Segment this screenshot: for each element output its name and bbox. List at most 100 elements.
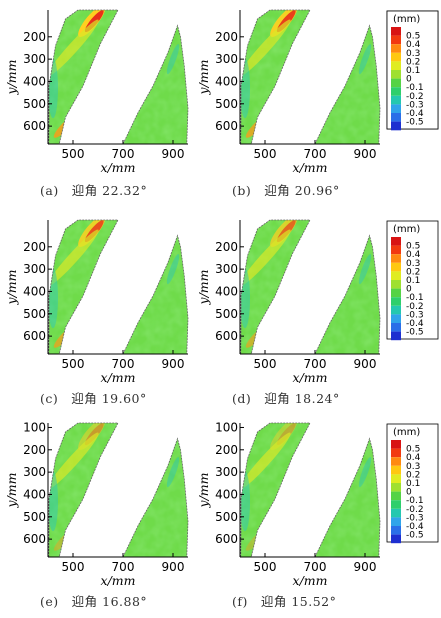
contour-features (48, 10, 188, 144)
y-tick-label: 400 (215, 487, 238, 501)
colorbar-swatch (391, 61, 401, 70)
x-axis-label: x/mm (101, 370, 136, 385)
colorbar-unit: (mm) (393, 427, 420, 438)
colorbar-swatch (391, 305, 401, 315)
colorbar-label: -0.2 (406, 92, 424, 102)
colorbar-label: -0.1 (406, 496, 424, 506)
colorbar-label: 0.4 (406, 40, 421, 50)
y-tick-label: 300 (23, 465, 46, 479)
chart-panel: 100 200 300 400 500 600 500 700 900 x/mm y/mm (e) 迎… (4, 420, 189, 609)
x-tick-label: 900 (162, 147, 185, 161)
y-tick-label: 300 (215, 52, 238, 66)
y-tick-label: 200 (215, 240, 238, 254)
contour-band (240, 432, 291, 490)
colorbar-label: -0.4 (406, 522, 424, 532)
wing-outline-left (48, 219, 119, 355)
y-tick-label: 100 (23, 420, 46, 434)
y-tick-label: 600 (23, 532, 46, 546)
colorbar-label: 0.3 (406, 49, 420, 59)
x-tick-label: 700 (112, 357, 135, 371)
y-axis-label: y/mm (196, 270, 211, 306)
colorbar-label: 0 (406, 285, 412, 295)
contour-low-right (358, 254, 372, 285)
wing-outline-right (314, 437, 381, 558)
y-tick-label: 400 (23, 487, 46, 501)
colorbar-swatch (391, 52, 401, 62)
contour-texture (48, 10, 188, 144)
x-tick-label: 700 (304, 147, 327, 161)
contour-band (48, 19, 99, 77)
contour-texture (48, 220, 188, 354)
x-tick-label: 500 (62, 147, 85, 161)
colorbar-label: -0.1 (406, 293, 424, 303)
colorbar-swatch (391, 465, 401, 475)
colorbar-swatch (391, 323, 401, 332)
colorbar-swatch (391, 491, 401, 501)
contour-low-left (240, 268, 250, 329)
colorbar-swatch (391, 271, 401, 280)
colorbar-label: 0.1 (406, 276, 420, 286)
y-axis-label: y/mm (4, 60, 19, 96)
wing-outline-right (122, 437, 189, 558)
colorbar-swatch (391, 254, 401, 263)
colorbar-swatch (391, 262, 401, 272)
colorbar-label: -0.5 (406, 531, 424, 541)
wing-outline-right (314, 24, 381, 145)
colorbar-swatch (391, 245, 401, 255)
contour-low-right (358, 44, 372, 75)
wing-outline-left (48, 422, 119, 558)
colorbar-label: -0.3 (406, 513, 424, 523)
x-tick-label: 700 (304, 357, 327, 371)
x-axis-label: x/mm (101, 573, 136, 588)
colorbar-label: -0.5 (406, 118, 424, 128)
colorbar-label: 0.4 (406, 250, 421, 260)
colorbar-swatch (391, 500, 401, 509)
colorbar-swatch (391, 87, 401, 96)
colorbar-swatch (391, 448, 401, 458)
contour-low-left (48, 471, 58, 532)
colorbar-swatch (391, 237, 401, 246)
contour-low-left (240, 58, 250, 119)
x-tick-label: 900 (354, 357, 377, 371)
contour-band (240, 19, 291, 77)
colorbar-label: 0.1 (406, 66, 420, 76)
y-tick-label: 300 (23, 262, 46, 276)
colorbar-label: 0.2 (406, 267, 420, 277)
contour-features (48, 423, 188, 557)
chart-panel: 200 300 400 500 600 500 700 900 x/mm y/mm (a) 迎角 2… (4, 9, 189, 198)
x-axis-label: x/mm (293, 573, 328, 588)
contour-features (48, 220, 188, 354)
x-tick-label: 500 (254, 560, 277, 574)
x-tick-label: 500 (254, 147, 277, 161)
x-tick-label: 500 (62, 560, 85, 574)
colorbar-label: 0.3 (406, 462, 420, 472)
panel-caption: (f) 迎角 15.52° (232, 594, 336, 609)
colorbar-swatch (391, 35, 401, 45)
x-tick-label: 700 (112, 147, 135, 161)
x-tick-label: 900 (162, 560, 185, 574)
contour-low-left (240, 471, 250, 532)
wing-outline-left (48, 9, 119, 145)
colorbar-swatch (391, 27, 401, 36)
panel-caption: (b) 迎角 20.96° (232, 183, 340, 198)
colorbar: (mm) 0.50.40.30.20.10-0.1-0.2-0.3-0.4-0.5 (386, 10, 439, 131)
x-tick-label: 900 (354, 560, 377, 574)
colorbar-unit: (mm) (393, 224, 420, 235)
colorbar-swatch (391, 104, 401, 113)
y-tick-label: 300 (215, 465, 238, 479)
x-tick-label: 500 (62, 357, 85, 371)
contour-low-right (166, 457, 180, 488)
x-tick-label: 500 (254, 357, 277, 371)
y-tick-label: 600 (23, 119, 46, 133)
x-axis-label: x/mm (293, 160, 328, 175)
contour-low-right (166, 44, 180, 75)
y-tick-label: 400 (215, 74, 238, 88)
colorbar-swatch (391, 331, 401, 341)
colorbar-swatch (391, 483, 401, 492)
colorbar-swatch (391, 474, 401, 483)
colorbar-label: 0 (406, 488, 412, 498)
y-tick-label: 400 (23, 74, 46, 88)
colorbar-swatch (391, 70, 401, 79)
contour-low-right (358, 457, 372, 488)
contour-features (240, 220, 380, 354)
